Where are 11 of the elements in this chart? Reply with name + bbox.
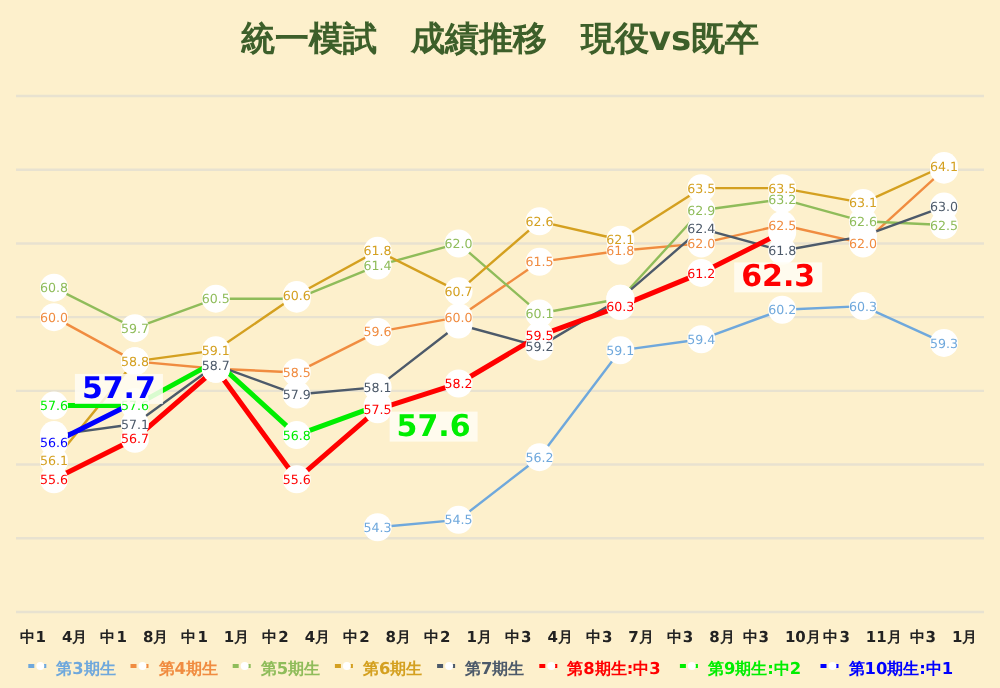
annotation: 57.6 — [396, 407, 471, 444]
chart-title: 統一模試 成績推移 現役vs既卒 — [238, 20, 760, 60]
legend-label: 第5期生 — [258, 658, 321, 678]
legend-label: 第7期生 — [463, 658, 525, 678]
legend-label: 第6期生 — [360, 658, 423, 678]
legend-label: 第3期生 — [54, 658, 116, 678]
legend-label: 第8期生:中3 — [565, 658, 662, 678]
legend-label: 第9期生:中2 — [705, 658, 802, 678]
legend-label: 第10期生:中1 — [846, 658, 954, 678]
annotation: 62.3 — [741, 258, 816, 295]
legend-label: 第4期生 — [156, 658, 218, 678]
